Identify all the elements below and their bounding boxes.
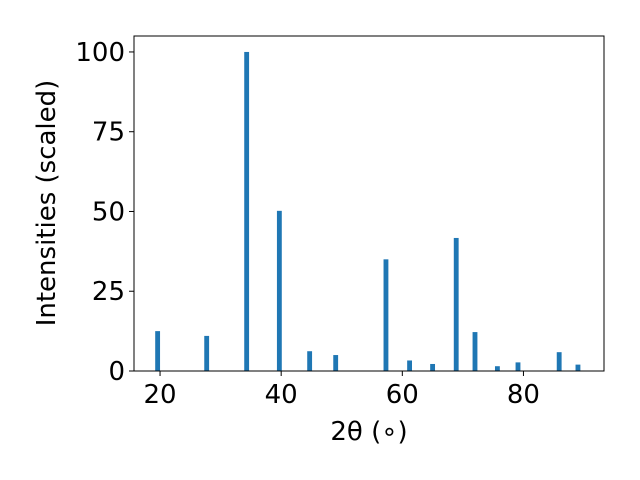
y-tick-label-4: 100: [75, 38, 125, 68]
bar-2: [244, 51, 250, 371]
bar-14: [575, 364, 581, 371]
x-tick-label-1: 40: [265, 380, 298, 410]
bar-7: [407, 360, 413, 371]
bar-9: [453, 237, 459, 371]
bar-3: [276, 210, 282, 371]
bar-4: [307, 351, 313, 371]
bar-8: [430, 363, 436, 371]
bar-10: [472, 332, 478, 371]
bar-5: [333, 355, 339, 371]
y-ticks: 0 25 50 75 100: [75, 38, 134, 387]
y-tick-label-3: 75: [92, 118, 125, 148]
plot-background: [134, 36, 604, 371]
bar-0: [155, 331, 161, 371]
x-tick-label-2: 60: [386, 380, 419, 410]
bar-1: [204, 335, 210, 371]
bar-12: [515, 362, 521, 371]
x-tick-label-3: 80: [507, 380, 540, 410]
bar-13: [556, 352, 562, 371]
bar-6: [383, 259, 389, 371]
bars: [155, 51, 581, 371]
x-axis-label: 2θ (∘): [330, 417, 407, 447]
y-tick-label-0: 0: [108, 357, 125, 387]
plot-frame: [133, 35, 605, 372]
y-axis-label: Intensities (scaled): [32, 80, 62, 327]
x-tick-label-0: 20: [143, 380, 176, 410]
y-tick-label-2: 50: [92, 197, 125, 227]
bar-11: [494, 366, 500, 371]
y-tick-label-1: 25: [92, 277, 125, 307]
x-ticks: 20 40 60 80: [143, 371, 540, 410]
